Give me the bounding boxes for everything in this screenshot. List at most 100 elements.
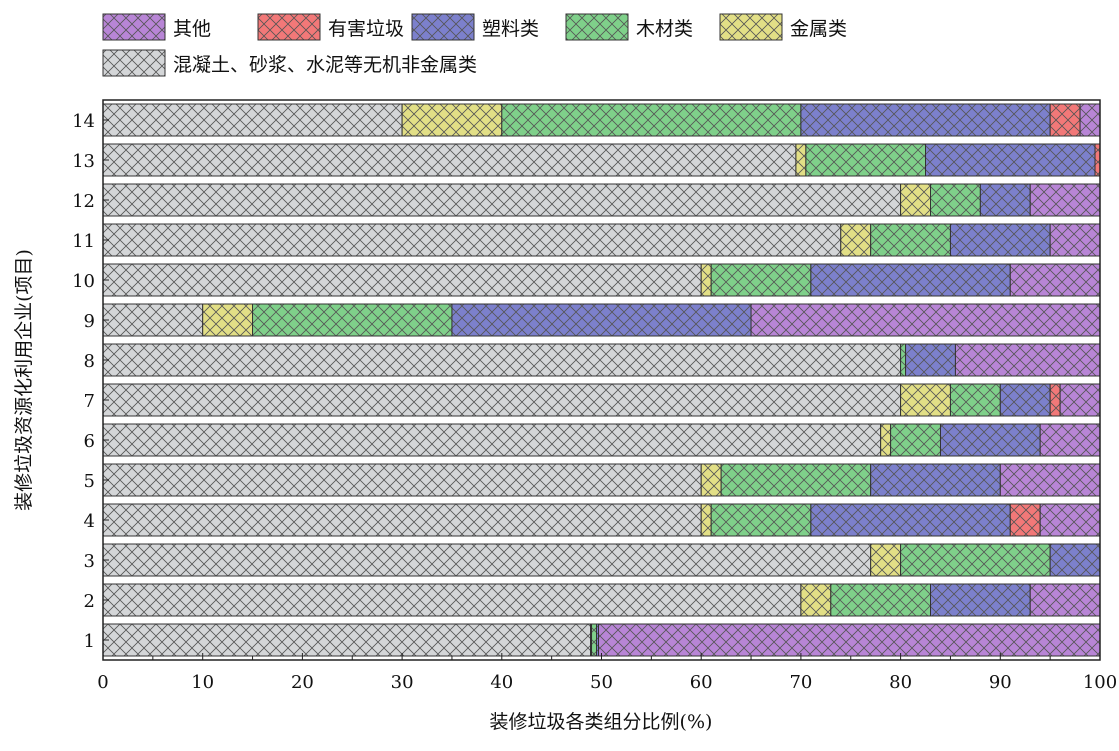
y-tick-label: 14 [72, 111, 95, 132]
bar-segment [949, 223, 1051, 257]
bar-segment [1059, 383, 1101, 417]
x-tick-label: 20 [291, 672, 314, 693]
legend-swatch [565, 13, 629, 41]
bar-segment [949, 383, 1001, 417]
y-tick-label: 5 [84, 471, 95, 492]
bar-segment [1039, 503, 1101, 537]
y-axis-label: 装修垃圾资源化利用企业(项目) [13, 249, 35, 511]
y-tick-label: 12 [72, 191, 95, 212]
bar-segment [1029, 183, 1101, 217]
bar-segment [102, 183, 902, 217]
y-tick-label: 11 [72, 231, 95, 252]
bar-segment [905, 343, 956, 377]
x-tick-label: 90 [989, 672, 1012, 693]
bar-segment [1049, 223, 1101, 257]
bar-segment [930, 583, 1031, 617]
bar-segment [750, 303, 1101, 337]
legend-item: 有害垃圾 [257, 13, 404, 41]
bar-segment [1049, 383, 1061, 417]
bar-segment [720, 463, 872, 497]
bar-segment [102, 223, 842, 257]
legend-swatch [411, 13, 475, 41]
bar-segment [598, 623, 1101, 657]
bar-segment [252, 303, 453, 337]
bar-segment [710, 503, 812, 537]
bar-segment [102, 343, 902, 377]
bar-segment [1079, 103, 1101, 137]
bars [102, 103, 1101, 657]
bar-segment [102, 103, 403, 137]
y-tick-label: 8 [84, 351, 95, 372]
bar-segment [800, 583, 832, 617]
legend-swatch [102, 13, 166, 41]
bar-segment [979, 183, 1031, 217]
bar-segment [870, 463, 1001, 497]
bar-segment [1039, 423, 1101, 457]
x-tick-label: 40 [490, 672, 513, 693]
y-tick-label: 2 [84, 591, 95, 612]
y-tick-label: 3 [84, 551, 95, 572]
y-tick-label: 13 [72, 151, 95, 172]
bar-segment [1049, 103, 1081, 137]
legend-label: 木材类 [636, 18, 693, 40]
bar-segment [870, 223, 951, 257]
legend-label: 混凝土、砂浆、水泥等无机非金属类 [173, 54, 477, 76]
legend-item: 混凝土、砂浆、水泥等无机非金属类 [102, 49, 477, 77]
bar-segment [1009, 503, 1041, 537]
bar-segment [102, 423, 882, 457]
bar-segment [202, 303, 254, 337]
x-tick-label: 60 [690, 672, 713, 693]
bar-segment [451, 303, 752, 337]
bar-segment [401, 103, 503, 137]
y-tick-label: 10 [72, 271, 95, 292]
bar-segment [501, 103, 802, 137]
x-axis-label: 装修垃圾各类组分比例(%) [490, 711, 713, 733]
x-tick-label: 0 [97, 672, 108, 693]
bar-segment [890, 423, 941, 457]
bar-segment [930, 183, 981, 217]
x-tick-label: 70 [789, 672, 812, 693]
legend-swatch [257, 13, 321, 41]
x-tick-label: 30 [391, 672, 414, 693]
legend-swatch [719, 13, 783, 41]
bar-segment [800, 103, 1051, 137]
bar-segment [795, 143, 807, 177]
x-tick-label: 10 [191, 672, 214, 693]
bar-segment [102, 583, 802, 617]
y-tick-label: 7 [84, 391, 95, 412]
bar-segment [810, 263, 1011, 297]
bar-segment [870, 543, 902, 577]
x-axis: 0 10 20 30 40 50 60 70 80 90 100 [97, 653, 1117, 693]
bar-segment [900, 543, 1051, 577]
bar-segment [925, 143, 1096, 177]
bar-segment [900, 383, 951, 417]
legend-label: 金属类 [790, 18, 847, 40]
bar-segment [840, 223, 872, 257]
bar-segment [810, 503, 1011, 537]
bar-segment [591, 623, 598, 657]
bar-segment [830, 583, 932, 617]
bar-segment [900, 183, 932, 217]
bar-segment [880, 423, 892, 457]
y-tick-label: 6 [84, 431, 95, 452]
bar-segment [102, 623, 592, 657]
legend-item: 木材类 [565, 13, 693, 41]
bar-segment [102, 143, 797, 177]
bar-segment [1029, 583, 1101, 617]
legend-swatch [102, 49, 166, 77]
bar-segment [1049, 543, 1101, 577]
bar-segment [999, 383, 1051, 417]
bar-segment [102, 543, 872, 577]
bar-segment [102, 303, 204, 337]
x-tick-label: 50 [590, 672, 613, 693]
bar-segment [710, 263, 812, 297]
bar-segment [102, 383, 902, 417]
legend-label: 塑料类 [482, 18, 539, 40]
legend-item: 其他 [102, 13, 211, 41]
bar-segment [1009, 263, 1101, 297]
bar-segment [102, 463, 702, 497]
x-tick-label: 80 [889, 672, 912, 693]
